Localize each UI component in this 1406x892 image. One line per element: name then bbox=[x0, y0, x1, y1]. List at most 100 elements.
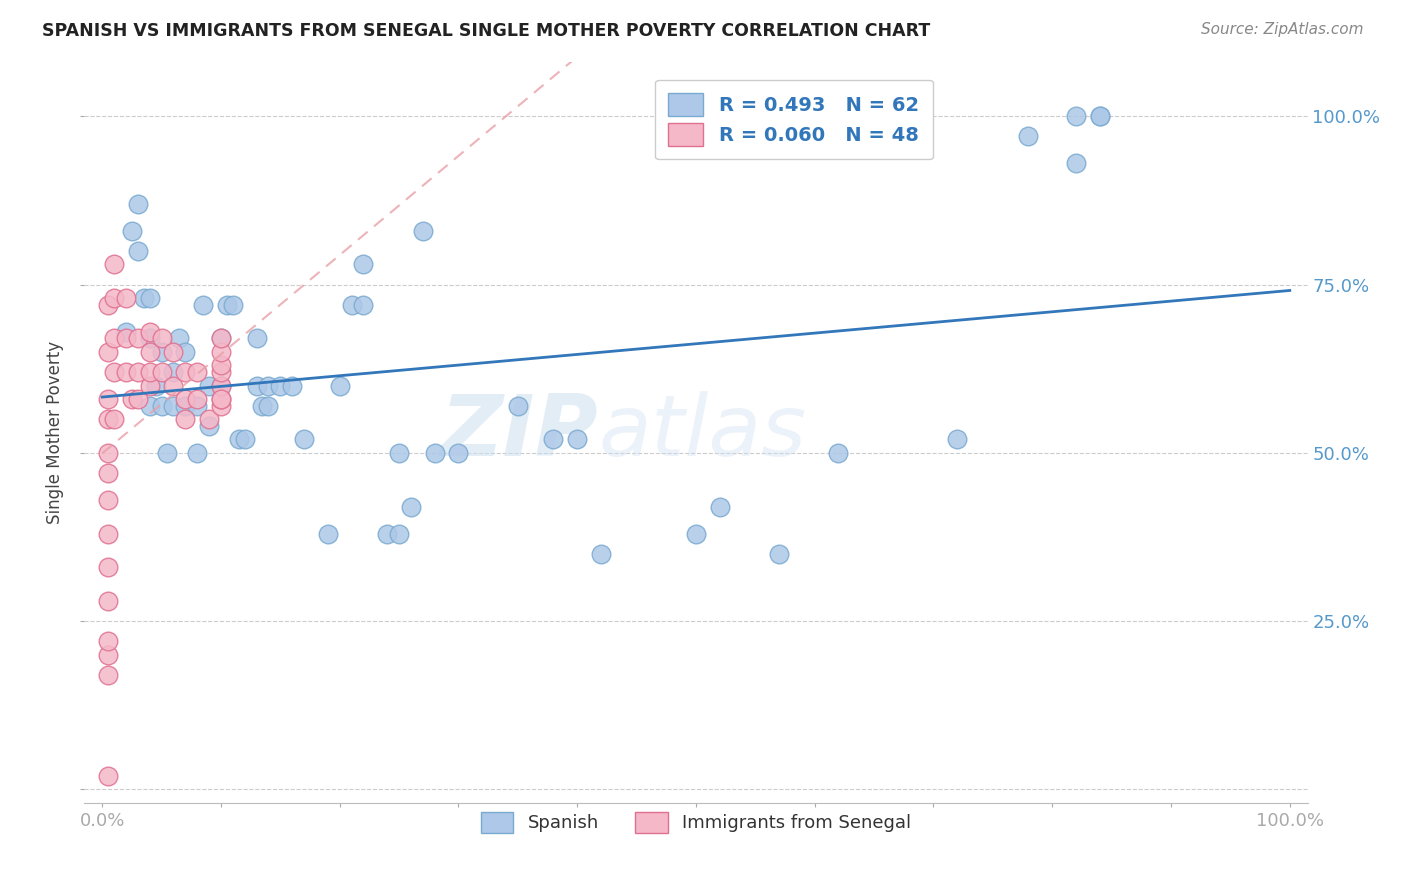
Point bbox=[138, 399, 160, 413]
Point bbox=[138, 325, 160, 339]
Point bbox=[257, 399, 280, 413]
Point bbox=[209, 331, 232, 345]
Point bbox=[215, 298, 238, 312]
Point bbox=[97, 526, 120, 541]
Point bbox=[145, 378, 167, 392]
Point bbox=[97, 634, 120, 648]
Point bbox=[186, 446, 208, 460]
Point bbox=[209, 392, 232, 406]
Point bbox=[127, 365, 149, 379]
Point bbox=[97, 466, 120, 480]
Point bbox=[209, 378, 232, 392]
Point bbox=[567, 433, 589, 447]
Point bbox=[506, 399, 529, 413]
Point bbox=[97, 492, 120, 507]
Point bbox=[103, 257, 125, 271]
Point bbox=[162, 365, 184, 379]
Point bbox=[97, 648, 120, 662]
Text: SPANISH VS IMMIGRANTS FROM SENEGAL SINGLE MOTHER POVERTY CORRELATION CHART: SPANISH VS IMMIGRANTS FROM SENEGAL SINGL… bbox=[42, 22, 931, 40]
Point bbox=[174, 392, 197, 406]
Point bbox=[447, 446, 470, 460]
Text: atlas: atlas bbox=[598, 391, 806, 475]
Point bbox=[245, 331, 267, 345]
Point bbox=[340, 298, 363, 312]
Point bbox=[127, 244, 149, 258]
Point bbox=[150, 331, 173, 345]
Point bbox=[292, 433, 315, 447]
Point bbox=[399, 500, 422, 514]
Point bbox=[281, 378, 304, 392]
Point bbox=[375, 526, 398, 541]
Point bbox=[685, 526, 707, 541]
Point bbox=[162, 344, 184, 359]
Point bbox=[121, 392, 143, 406]
Point bbox=[115, 291, 138, 305]
Point bbox=[150, 344, 173, 359]
Point bbox=[209, 399, 232, 413]
Point bbox=[543, 433, 565, 447]
Point bbox=[169, 331, 191, 345]
Point bbox=[423, 446, 446, 460]
Point bbox=[115, 331, 138, 345]
Point bbox=[1064, 109, 1087, 123]
Point bbox=[127, 392, 149, 406]
Point bbox=[186, 392, 208, 406]
Point bbox=[97, 412, 120, 426]
Point bbox=[97, 594, 120, 608]
Point bbox=[222, 298, 245, 312]
Point bbox=[115, 365, 138, 379]
Point bbox=[97, 344, 120, 359]
Point bbox=[162, 378, 184, 392]
Point bbox=[198, 378, 221, 392]
Point bbox=[132, 291, 155, 305]
Point bbox=[174, 399, 197, 413]
Point bbox=[209, 359, 232, 373]
Point bbox=[352, 257, 374, 271]
Point bbox=[103, 331, 125, 345]
Point bbox=[150, 365, 173, 379]
Point bbox=[138, 291, 160, 305]
Point bbox=[97, 446, 120, 460]
Point bbox=[209, 344, 232, 359]
Point bbox=[252, 399, 274, 413]
Point bbox=[174, 365, 197, 379]
Point bbox=[138, 365, 160, 379]
Point bbox=[191, 298, 214, 312]
Point bbox=[121, 224, 143, 238]
Point bbox=[1088, 109, 1111, 123]
Point bbox=[174, 412, 197, 426]
Point bbox=[138, 344, 160, 359]
Point bbox=[138, 331, 160, 345]
Point bbox=[209, 392, 232, 406]
Point bbox=[198, 412, 221, 426]
Point bbox=[768, 547, 790, 561]
Point bbox=[162, 399, 184, 413]
Text: ZIP: ZIP bbox=[440, 391, 598, 475]
Text: Source: ZipAtlas.com: Source: ZipAtlas.com bbox=[1201, 22, 1364, 37]
Point bbox=[127, 196, 149, 211]
Point bbox=[709, 500, 731, 514]
Point bbox=[97, 668, 120, 682]
Point bbox=[97, 298, 120, 312]
Point bbox=[138, 378, 160, 392]
Point bbox=[946, 433, 969, 447]
Point bbox=[174, 344, 197, 359]
Point bbox=[228, 433, 250, 447]
Point bbox=[198, 418, 221, 433]
Point bbox=[1018, 129, 1040, 144]
Point bbox=[245, 378, 267, 392]
Point bbox=[1088, 109, 1111, 123]
Point bbox=[388, 526, 411, 541]
Point bbox=[186, 365, 208, 379]
Point bbox=[589, 547, 612, 561]
Point bbox=[97, 560, 120, 574]
Point bbox=[209, 365, 232, 379]
Legend: Spanish, Immigrants from Senegal: Spanish, Immigrants from Senegal bbox=[472, 803, 920, 842]
Point bbox=[352, 298, 374, 312]
Point bbox=[103, 291, 125, 305]
Point bbox=[329, 378, 352, 392]
Point bbox=[233, 433, 256, 447]
Point bbox=[316, 526, 339, 541]
Point bbox=[269, 378, 291, 392]
Point bbox=[97, 769, 120, 783]
